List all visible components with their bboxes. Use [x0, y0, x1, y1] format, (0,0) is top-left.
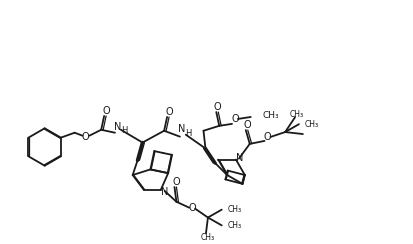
- Text: O: O: [188, 203, 196, 213]
- Text: N: N: [161, 187, 169, 197]
- Text: O: O: [82, 132, 89, 142]
- Text: H: H: [185, 129, 192, 138]
- Text: O: O: [165, 107, 173, 117]
- Text: N: N: [114, 122, 121, 132]
- Text: O: O: [102, 106, 110, 116]
- Text: H: H: [121, 126, 127, 135]
- Text: O: O: [231, 114, 239, 124]
- Text: CH₃: CH₃: [228, 205, 242, 214]
- Text: CH₃: CH₃: [305, 120, 319, 129]
- Text: O: O: [214, 102, 221, 112]
- Text: CH₃: CH₃: [228, 221, 242, 230]
- Text: O: O: [263, 132, 271, 142]
- Text: CH₃: CH₃: [263, 111, 279, 120]
- Text: O: O: [244, 120, 252, 130]
- Text: O: O: [173, 177, 180, 187]
- Text: CH₃: CH₃: [290, 110, 304, 119]
- Text: CH₃: CH₃: [201, 233, 215, 242]
- Text: N: N: [178, 124, 185, 134]
- Text: N: N: [236, 153, 244, 163]
